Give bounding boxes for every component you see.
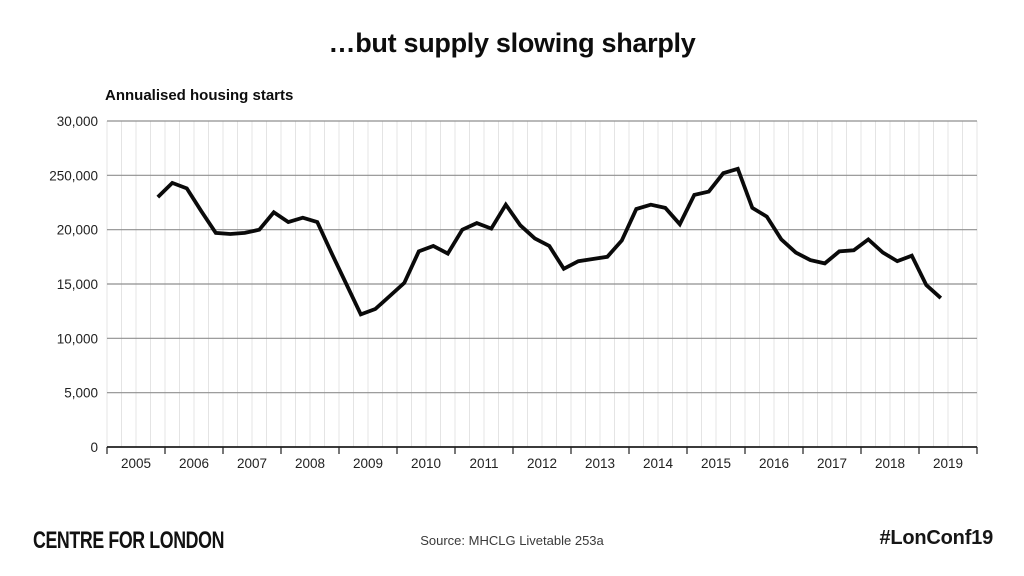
chart-title: Annualised housing starts bbox=[105, 87, 294, 104]
x-tick-label: 2019 bbox=[933, 456, 963, 471]
y-tick-label: 0 bbox=[90, 440, 98, 455]
y-tick-label: 15,000 bbox=[57, 277, 98, 292]
y-tick-label: 30,000 bbox=[57, 114, 98, 129]
x-tick-label: 2015 bbox=[701, 456, 731, 471]
x-tick-label: 2014 bbox=[643, 456, 674, 471]
data-line-housing-starts bbox=[156, 166, 943, 317]
housing-starts-line-chart: 0 5,000 10,000 15,000 20,000 250,000 30,000 200… bbox=[49, 114, 978, 471]
x-tick-label: 2007 bbox=[237, 456, 267, 471]
y-tick-label: 5,000 bbox=[64, 386, 98, 401]
x-tick-label: 2011 bbox=[469, 456, 498, 471]
x-tick-label: 2010 bbox=[411, 456, 441, 471]
x-tick-label: 2006 bbox=[179, 456, 209, 471]
x-tick-label: 2008 bbox=[295, 456, 325, 471]
hashtag: #LonConf19 bbox=[879, 527, 993, 549]
centre-for-london-logo: CENTRE FOR LONDON bbox=[33, 527, 225, 554]
x-tick-label: 2016 bbox=[759, 456, 789, 471]
x-tick-label: 2012 bbox=[527, 456, 557, 471]
x-tick-label: 2017 bbox=[817, 456, 847, 471]
y-tick-label: 20,000 bbox=[57, 223, 98, 238]
y-tick-label: 250,000 bbox=[49, 168, 98, 183]
x-tick-label: 2009 bbox=[353, 456, 383, 471]
x-tick-label: 2013 bbox=[585, 456, 615, 471]
source-note: Source: MHCLG Livetable 253a bbox=[420, 533, 604, 548]
x-tick-label: 2005 bbox=[121, 456, 151, 471]
y-tick-label: 10,000 bbox=[57, 331, 98, 346]
x-tick-label: 2018 bbox=[875, 456, 905, 471]
slide-title: …but supply slowing sharply bbox=[328, 28, 696, 58]
